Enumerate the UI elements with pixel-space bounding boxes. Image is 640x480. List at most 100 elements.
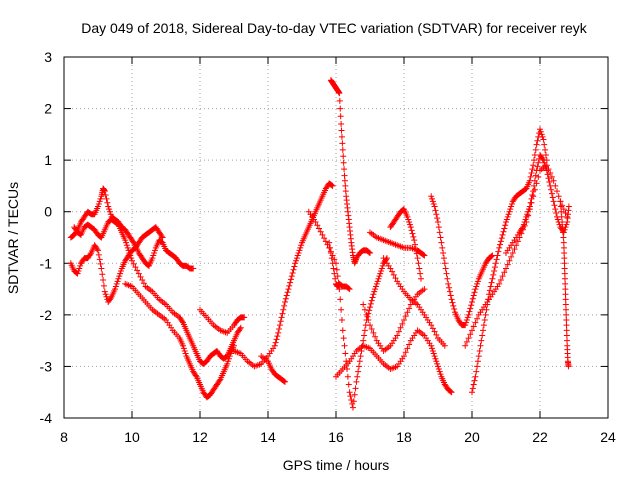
- data-point: [466, 308, 473, 315]
- data-point: [116, 273, 123, 280]
- data-point: [372, 283, 379, 290]
- series-arc-11: [333, 327, 455, 396]
- data-point: [411, 237, 418, 244]
- data-point: [511, 246, 518, 253]
- data-point: [462, 322, 469, 329]
- data-point: [470, 381, 477, 388]
- y-tick-labels: -4 -3 -2 -1 0 1 2 3: [40, 49, 53, 426]
- data-point: [554, 216, 561, 223]
- data-point: [469, 385, 476, 392]
- data-point: [563, 306, 570, 313]
- data-point: [467, 305, 474, 312]
- data-point: [100, 277, 107, 284]
- y-tick-label: 2: [44, 101, 52, 117]
- x-tick-label: 18: [396, 429, 412, 445]
- data-point: [547, 182, 554, 189]
- data-point: [541, 159, 548, 166]
- y-tick-label: 0: [44, 204, 52, 220]
- data-point: [139, 277, 146, 284]
- data-point: [492, 260, 499, 267]
- data-point: [75, 268, 82, 275]
- data-point: [552, 182, 559, 189]
- data-point: [279, 310, 286, 317]
- data-point: [478, 337, 485, 344]
- data-point: [559, 229, 566, 236]
- data-point: [151, 247, 158, 254]
- data-point: [436, 229, 443, 236]
- data-point: [282, 378, 288, 385]
- data-point: [291, 263, 298, 270]
- data-point: [545, 175, 552, 182]
- data-point: [524, 211, 531, 218]
- data-point: [340, 335, 347, 342]
- data-point: [528, 195, 535, 202]
- data-point: [405, 216, 412, 223]
- series-arc-19: [503, 151, 572, 256]
- data-point: [96, 256, 103, 263]
- data-point: [494, 252, 501, 259]
- data-point: [428, 322, 435, 329]
- data-point: [149, 255, 156, 262]
- data-point: [339, 327, 346, 334]
- data-point: [469, 295, 476, 302]
- data-point: [369, 294, 376, 301]
- data-point: [338, 133, 345, 140]
- data-point: [469, 298, 475, 305]
- data-point: [472, 319, 479, 326]
- data-point: [399, 320, 406, 327]
- data-point: [342, 182, 349, 189]
- data-point: [531, 177, 538, 184]
- data-point: [280, 306, 287, 313]
- data-point: [551, 202, 558, 209]
- data-point: [387, 265, 394, 272]
- data-point: [560, 234, 567, 241]
- data-point: [340, 159, 347, 166]
- series-arc-1: [67, 185, 197, 272]
- data-point: [540, 157, 547, 164]
- x-tick-labels: 8 10 12 14 16 18 20 22 24: [60, 429, 616, 445]
- axis-ticks: [63, 56, 609, 419]
- data-point: [374, 278, 381, 285]
- data-point: [535, 159, 542, 166]
- data-point: [395, 328, 402, 335]
- data-point: [431, 328, 438, 335]
- x-tick-label: 24: [600, 429, 616, 445]
- data-point: [102, 291, 109, 298]
- data-point: [392, 275, 399, 282]
- data-point: [330, 265, 337, 272]
- data-point: [365, 317, 372, 324]
- data-point: [533, 167, 540, 174]
- data-point: [434, 360, 441, 367]
- data-point: [182, 350, 189, 357]
- data-point: [406, 305, 413, 312]
- data-point: [378, 265, 385, 272]
- data-point: [394, 332, 401, 339]
- data-point: [272, 339, 279, 346]
- data-point: [557, 198, 564, 205]
- data-point: [429, 325, 436, 332]
- data-point: [150, 252, 157, 259]
- data-point: [180, 345, 187, 352]
- data-point: [341, 166, 348, 173]
- data-point: [317, 228, 324, 235]
- data-point: [526, 177, 533, 184]
- data-point: [548, 173, 555, 180]
- data-point: [103, 293, 110, 300]
- data-point: [95, 203, 101, 210]
- data-point: [298, 242, 305, 249]
- data-point: [444, 275, 451, 282]
- data-point: [429, 198, 436, 205]
- data-point: [436, 368, 443, 375]
- data-point: [550, 177, 557, 184]
- data-point: [276, 322, 283, 329]
- data-point: [470, 292, 477, 299]
- data-point: [450, 302, 457, 309]
- data-point: [534, 137, 541, 144]
- data-point: [527, 173, 534, 180]
- data-point: [562, 210, 569, 217]
- data-point: [410, 233, 417, 240]
- data-point: [504, 261, 511, 268]
- data-point: [366, 307, 373, 314]
- data-point: [404, 309, 411, 316]
